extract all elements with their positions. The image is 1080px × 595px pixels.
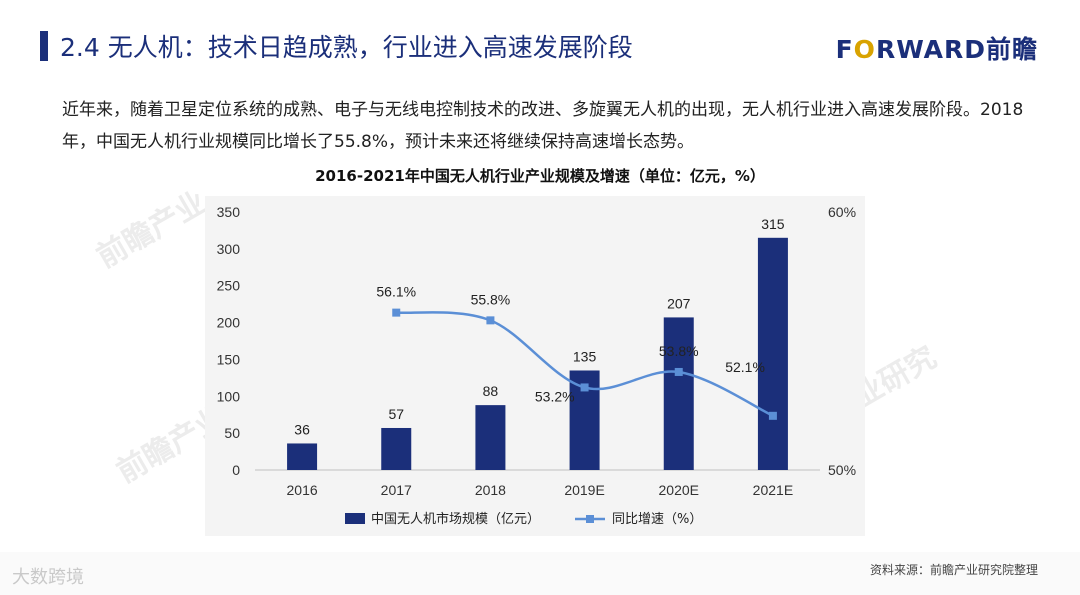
watermark-text: 大数跨境 <box>12 567 84 588</box>
growth-label: 56.1% <box>376 284 416 300</box>
legend-bar-swatch <box>345 513 365 524</box>
x-axis-tick: 2020E <box>659 482 699 498</box>
x-axis-tick: 2019E <box>564 482 604 498</box>
growth-label: 53.8% <box>659 343 699 359</box>
source-note: 资料来源：前瞻产业研究院整理 <box>869 563 1038 577</box>
left-axis-tick: 200 <box>217 315 241 331</box>
left-axis-tick: 0 <box>232 462 240 478</box>
title-accent-bar <box>40 31 48 61</box>
growth-point <box>392 308 401 317</box>
bar <box>475 405 506 470</box>
bar <box>287 443 318 470</box>
right-axis-tick: 60% <box>828 204 856 220</box>
x-axis-tick: 2018 <box>475 482 506 498</box>
intro-paragraph: 近年来，随着卫星定位系统的成熟、电子与无线电控制技术的改进、多旋翼无人机的出现，… <box>62 100 1024 152</box>
legend-line-label: 同比增速（%） <box>612 512 702 527</box>
brand-rest: RWARD前瞻 <box>875 35 1038 64</box>
bar <box>663 317 694 470</box>
brand-f: F <box>835 35 854 64</box>
growth-point <box>768 411 777 420</box>
brand-o: O <box>853 35 876 64</box>
bar-label: 207 <box>667 295 691 311</box>
left-axis-tick: 100 <box>217 388 241 404</box>
left-axis-tick: 250 <box>217 278 241 294</box>
bar <box>757 237 788 470</box>
x-axis-tick: 2021E <box>753 482 793 498</box>
legend-bar-label: 中国无人机市场规模（亿元） <box>371 511 540 527</box>
left-axis-tick: 300 <box>217 241 241 257</box>
bar-label: 135 <box>573 348 597 364</box>
growth-label: 53.2% <box>535 388 575 404</box>
growth-point <box>580 383 589 392</box>
legend-line-marker <box>586 515 594 523</box>
chart-title: 2016-2021年中国无人机行业产业规模及增速（单位：亿元，%） <box>315 167 765 185</box>
bar-label: 36 <box>294 421 310 437</box>
bar <box>381 427 412 470</box>
left-axis-tick: 350 <box>217 204 241 220</box>
left-axis-tick: 50 <box>224 425 240 441</box>
growth-point <box>486 316 495 325</box>
chart-background <box>205 196 865 536</box>
left-axis-tick: 150 <box>217 351 241 367</box>
bar-label: 88 <box>483 383 499 399</box>
bar-label: 57 <box>388 406 404 422</box>
page-title: 2.4 无人机：技术日趋成熟，行业进入高速发展阶段 <box>60 33 633 62</box>
growth-label: 55.8% <box>471 291 511 307</box>
growth-point <box>674 367 683 376</box>
brand-logo: FORWARD前瞻 <box>836 30 1038 66</box>
bar-label: 315 <box>761 216 785 232</box>
x-axis-tick: 2016 <box>287 482 318 498</box>
x-axis-tick: 2017 <box>381 482 412 498</box>
right-axis-tick: 50% <box>828 462 856 478</box>
growth-label: 52.1% <box>725 359 765 375</box>
